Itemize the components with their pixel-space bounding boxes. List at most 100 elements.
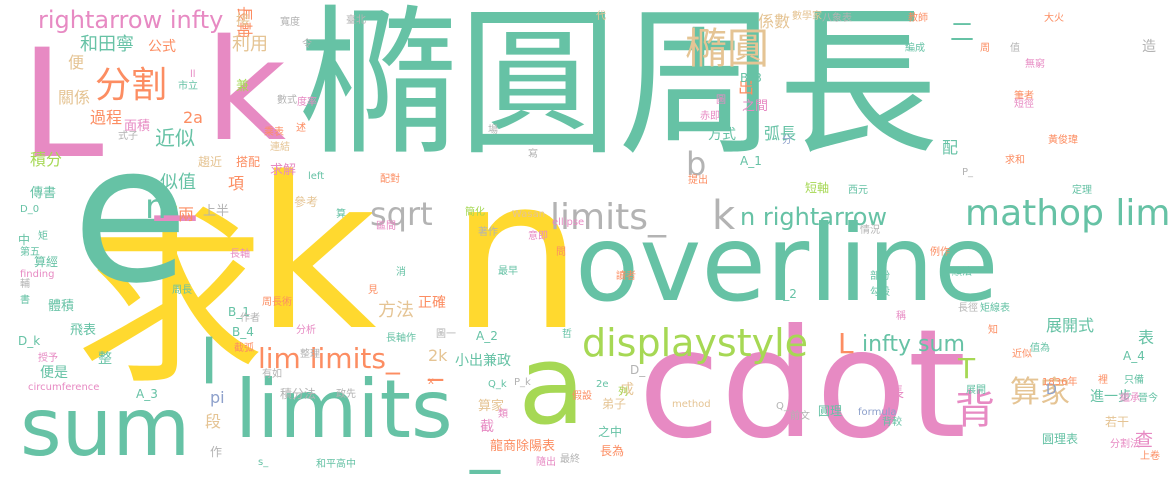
word: Wasan xyxy=(512,209,546,220)
word: 2a xyxy=(183,108,203,127)
word: 面積 xyxy=(124,119,151,134)
word: 勾股 xyxy=(870,287,890,298)
word: 令 xyxy=(302,39,312,50)
word: 圓理表 xyxy=(1042,432,1079,446)
word: 圓理 xyxy=(818,404,843,418)
word: 長 xyxy=(890,385,904,401)
word: _ xyxy=(428,347,443,382)
word: 配 xyxy=(942,138,959,157)
word: 問 xyxy=(556,247,566,258)
word: 飛表 xyxy=(70,323,97,338)
word: B_1 xyxy=(228,305,250,319)
word: 若干 xyxy=(1105,415,1130,429)
word: 兼 xyxy=(236,79,250,94)
word: 算家 xyxy=(478,399,505,414)
word: n xyxy=(450,132,584,377)
word: k xyxy=(255,132,377,377)
word: 之中 xyxy=(598,425,623,439)
word: D_ xyxy=(630,363,646,377)
word: 筆者 xyxy=(1014,91,1034,102)
word: 大火 xyxy=(1044,13,1064,24)
word: pi xyxy=(210,388,225,407)
word: 二 xyxy=(950,18,974,46)
word: 稱 xyxy=(896,311,906,322)
word: 書 xyxy=(20,295,30,306)
word: n xyxy=(145,187,167,227)
word: s_ xyxy=(258,457,269,468)
word: _ xyxy=(155,128,195,221)
word: overline xyxy=(575,203,999,325)
word: A_4 xyxy=(1123,349,1145,363)
word: 假設 xyxy=(572,391,592,402)
word: P_k xyxy=(514,377,531,388)
word: 簡化 xyxy=(465,207,485,218)
word: 龍商除陽表 xyxy=(490,439,556,454)
word: 場 xyxy=(488,125,498,136)
word: B_2 xyxy=(775,287,797,301)
word: 情況 xyxy=(860,225,880,236)
word: 方法 xyxy=(378,300,414,321)
word: 定理 xyxy=(1072,185,1092,196)
word: 周長 xyxy=(172,285,192,296)
word: 之間 xyxy=(742,99,769,114)
word: method xyxy=(672,399,711,410)
word: 橢圓 xyxy=(685,24,770,73)
word: Q_k xyxy=(488,379,507,390)
word: 圖 xyxy=(716,95,726,106)
word: 正確 xyxy=(418,295,446,311)
word: 進一步 xyxy=(1090,389,1132,405)
word: 分析 xyxy=(296,325,316,336)
word: 長軸 xyxy=(230,249,250,260)
word: 有如 xyxy=(262,369,282,380)
word: 短軸 xyxy=(805,181,830,195)
word: 只備 xyxy=(1124,375,1144,386)
word: 近似 xyxy=(1012,349,1032,360)
word: 積分 xyxy=(30,150,63,169)
word: 利用 xyxy=(232,34,268,55)
word: 求解 xyxy=(270,163,297,178)
word: 公式 xyxy=(148,39,176,55)
word: 最終 xyxy=(560,454,580,465)
word: 和田寧 xyxy=(80,34,134,55)
word: 弧長 xyxy=(764,124,797,143)
word: D xyxy=(1046,382,1057,398)
word: 例作 xyxy=(930,247,950,258)
word: 和平高中 xyxy=(316,459,356,470)
word: 作者 xyxy=(240,313,260,324)
word: 作 xyxy=(210,445,223,459)
word: k xyxy=(712,193,736,239)
word: 值為 xyxy=(1030,343,1050,354)
word: 臺北 xyxy=(346,15,366,26)
word: 弟子 xyxy=(602,397,627,411)
word: 2e xyxy=(596,379,609,390)
word: _ xyxy=(470,405,500,475)
word: e xyxy=(72,104,189,325)
word: 矩線表 xyxy=(980,303,1010,314)
word: 區間 xyxy=(376,221,396,232)
word: 表 xyxy=(1138,328,1155,347)
word: 橢圓周長 xyxy=(298,0,939,177)
word: 積分法 xyxy=(280,387,317,401)
word: 提出 xyxy=(688,175,708,186)
word: 八象表 xyxy=(822,13,852,24)
word: Q_ xyxy=(776,401,789,412)
word: 前文 xyxy=(790,411,810,422)
word: 授予 xyxy=(38,353,58,364)
word: 傳書 xyxy=(30,186,57,201)
word: 搭配 xyxy=(236,155,261,169)
word: 過程 xyxy=(90,108,123,127)
word: infty sum xyxy=(862,332,965,357)
word: finding xyxy=(20,269,55,280)
word: 教師 xyxy=(908,13,928,24)
word: 截弧 xyxy=(234,343,254,354)
word: 知 xyxy=(988,325,998,336)
word: x xyxy=(428,376,434,387)
word: 裡 xyxy=(1098,375,1108,386)
word: 係數 xyxy=(758,12,791,31)
word: 分割 xyxy=(95,65,168,106)
word: 意即 xyxy=(528,231,548,242)
word: 見 xyxy=(368,285,378,296)
word: A_2 xyxy=(476,329,498,343)
word: 長徑 xyxy=(958,303,978,314)
word: 數式 xyxy=(277,95,297,106)
